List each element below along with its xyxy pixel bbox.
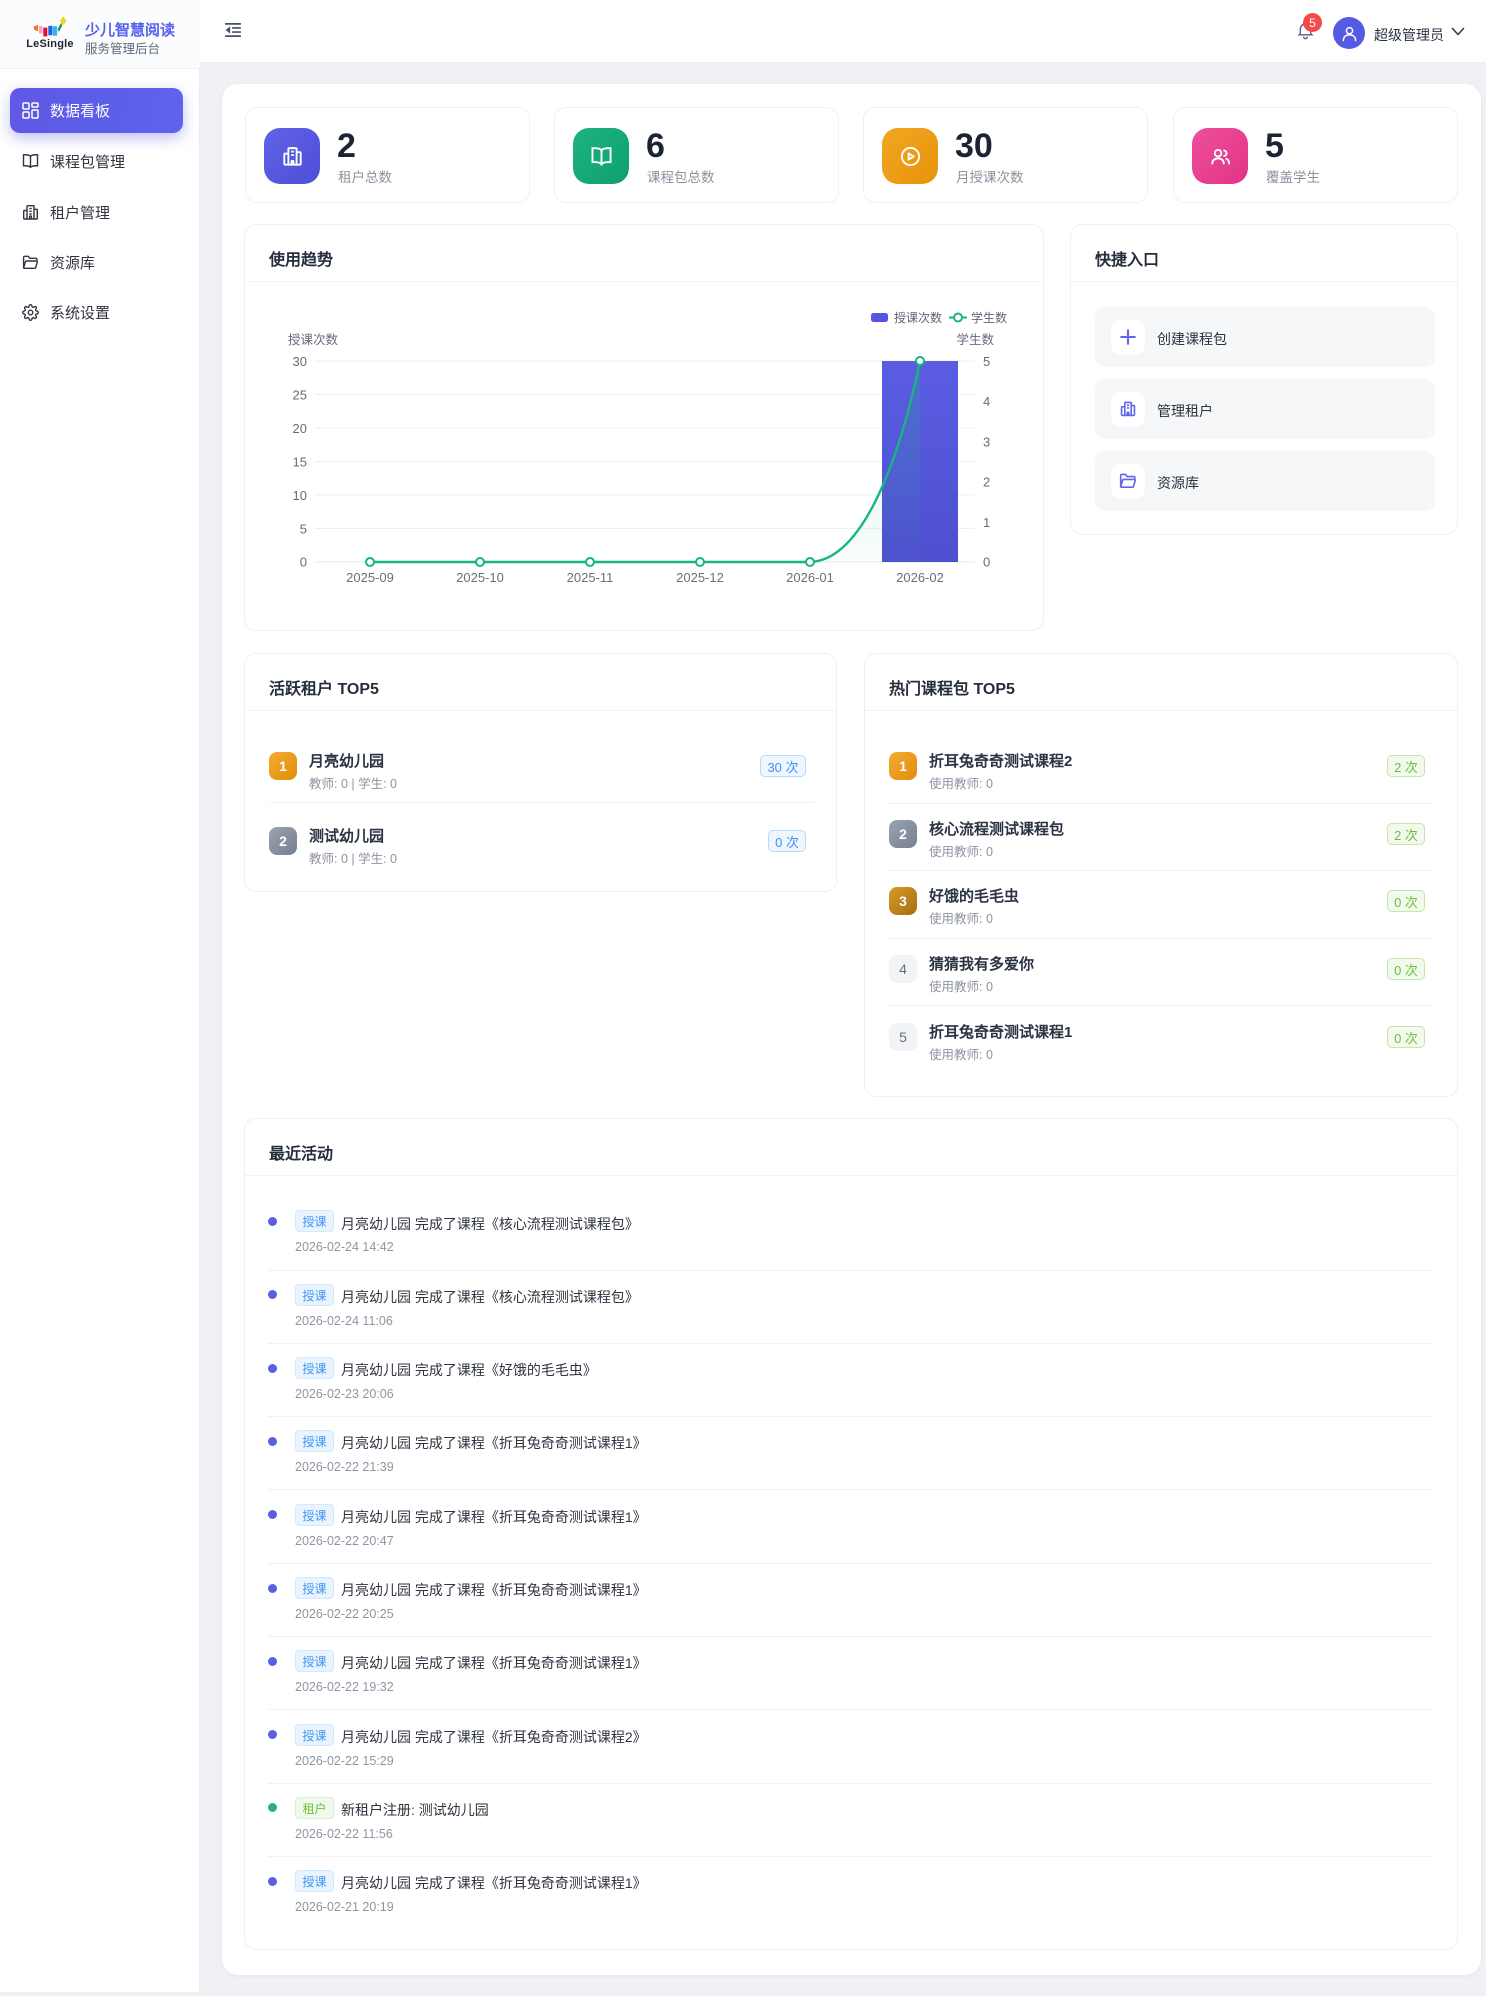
svg-text:10: 10: [293, 488, 307, 503]
svg-text:2025-09: 2025-09: [346, 570, 394, 585]
svg-text:5: 5: [983, 354, 990, 369]
svg-text:25: 25: [293, 388, 307, 403]
svg-text:学生数: 学生数: [971, 310, 1007, 325]
svg-text:2025-10: 2025-10: [456, 570, 504, 585]
svg-text:0: 0: [300, 555, 307, 570]
svg-text:2: 2: [983, 475, 990, 490]
svg-text:2026-01: 2026-01: [786, 570, 834, 585]
svg-text:授课次数: 授课次数: [894, 310, 942, 325]
svg-text:2025-11: 2025-11: [567, 570, 614, 585]
svg-text:2025-12: 2025-12: [676, 570, 724, 585]
svg-text:4: 4: [983, 394, 990, 409]
svg-text:授课次数: 授课次数: [288, 332, 339, 347]
svg-text:学生数: 学生数: [956, 332, 994, 347]
svg-text:1: 1: [983, 515, 990, 530]
svg-text:2026-02: 2026-02: [896, 570, 944, 585]
svg-text:30: 30: [293, 354, 307, 369]
svg-text:0: 0: [983, 555, 990, 570]
svg-text:20: 20: [293, 421, 307, 436]
svg-text:5: 5: [300, 522, 307, 537]
svg-text:15: 15: [293, 455, 307, 470]
svg-text:3: 3: [983, 434, 990, 449]
